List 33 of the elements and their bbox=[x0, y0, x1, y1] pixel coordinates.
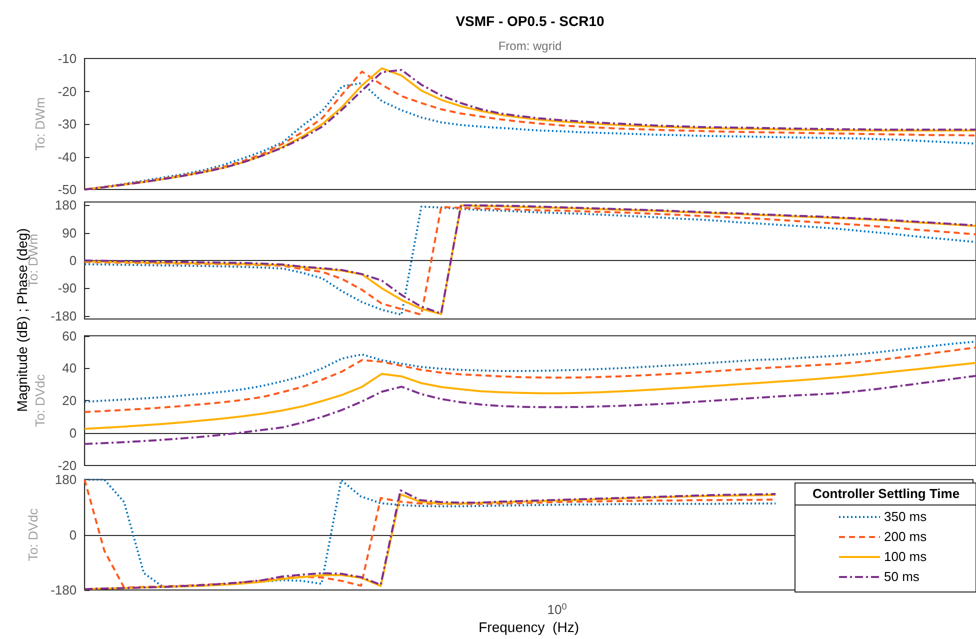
y-tick-label: -40 bbox=[58, 149, 77, 164]
y-axis-title: To: DWm bbox=[32, 97, 48, 151]
y-tick-label: 0 bbox=[69, 426, 77, 441]
y-tick-label: -10 bbox=[58, 51, 77, 66]
legend-label: 350 ms bbox=[884, 509, 928, 524]
y-tick-label: 180 bbox=[54, 198, 77, 213]
y-tick-label: 40 bbox=[62, 360, 77, 376]
y-tick-label: -20 bbox=[58, 84, 77, 99]
legend-label: 100 ms bbox=[884, 549, 928, 564]
y-tick-label: -50 bbox=[58, 182, 77, 197]
chart-title: VSMF - OP0.5 - SCR10 bbox=[456, 13, 605, 29]
legend-title: Controller Settling Time bbox=[812, 486, 960, 501]
y-tick-label: 20 bbox=[62, 393, 77, 408]
x-axis-title: Frequency (Hz) bbox=[478, 619, 579, 635]
line-series bbox=[84, 362, 976, 430]
y-tick-label: 0 bbox=[69, 527, 77, 542]
legend-label: 50 ms bbox=[884, 569, 920, 584]
line-series bbox=[84, 346, 976, 413]
line-series bbox=[84, 340, 976, 403]
y-tick-label: -90 bbox=[58, 280, 77, 296]
y-tick-label: 180 bbox=[54, 472, 77, 488]
y-tick-label: -180 bbox=[50, 582, 77, 598]
legend-label: 200 ms bbox=[884, 529, 928, 544]
line-series bbox=[84, 374, 976, 445]
y-tick-label: -30 bbox=[58, 116, 77, 132]
y-tick-label: 60 bbox=[62, 328, 77, 344]
chart-subtitle: From: wgrid bbox=[498, 39, 562, 53]
y-tick-label: 0 bbox=[69, 253, 77, 268]
y-axis-title: To: DVdc bbox=[26, 508, 41, 562]
y-axis-title: To: DVdc bbox=[32, 374, 48, 428]
y-tick-label: -180 bbox=[50, 308, 77, 324]
y-tick-label: -20 bbox=[58, 458, 77, 473]
y-tick-label: 90 bbox=[62, 225, 77, 240]
